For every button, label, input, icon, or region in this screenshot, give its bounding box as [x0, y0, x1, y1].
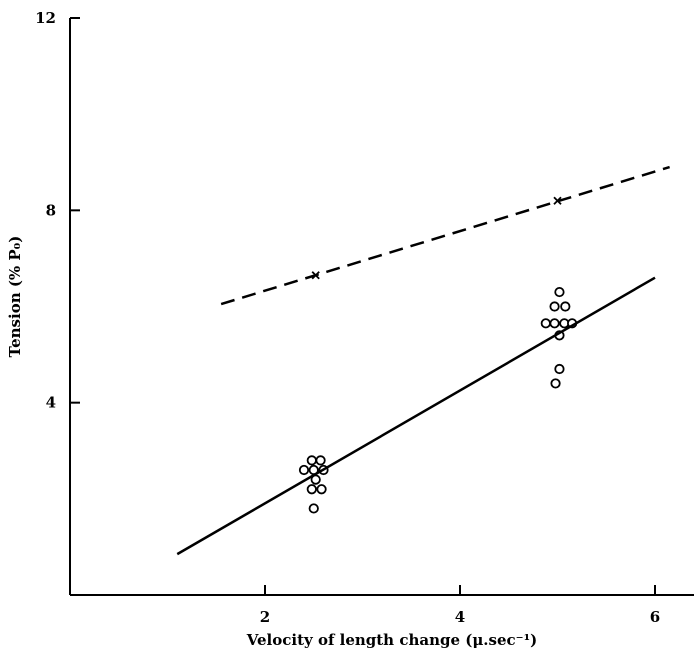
- x-tick-label: 6: [650, 608, 660, 626]
- data-point-circle: [315, 455, 326, 466]
- ticks: 2 4 6 4 8 12: [35, 9, 660, 626]
- data-point-circle: [540, 318, 551, 329]
- data-point-circle: [316, 484, 327, 495]
- data-point-circle: [306, 484, 317, 495]
- data-point-circle: [549, 318, 560, 329]
- y-axis-label: Tension (% P₀): [6, 236, 24, 358]
- axes: [69, 18, 694, 596]
- data-point-circle: [306, 455, 317, 466]
- plot-area: [176, 165, 670, 556]
- data-point-circle: [554, 363, 565, 375]
- dashed-fit-line: [220, 165, 670, 306]
- data-point-circle: [298, 464, 310, 476]
- data-point-circle: [308, 503, 319, 514]
- x-axis-label: Velocity of length change (μ.sec⁻¹): [246, 631, 538, 649]
- x-tick-label: 4: [455, 608, 465, 626]
- data-point-circle: [554, 286, 565, 298]
- y-tick-label: 8: [46, 201, 56, 219]
- data-point-circle: [549, 301, 560, 312]
- y-tick-label: 4: [46, 394, 56, 412]
- data-point-circle: [550, 378, 561, 389]
- x-tick-label: 2: [260, 608, 270, 626]
- data-point-circle: [560, 301, 571, 312]
- solid-fit-line: [176, 276, 656, 556]
- y-tick-label: 12: [35, 9, 56, 27]
- data-point-cross: [553, 196, 562, 205]
